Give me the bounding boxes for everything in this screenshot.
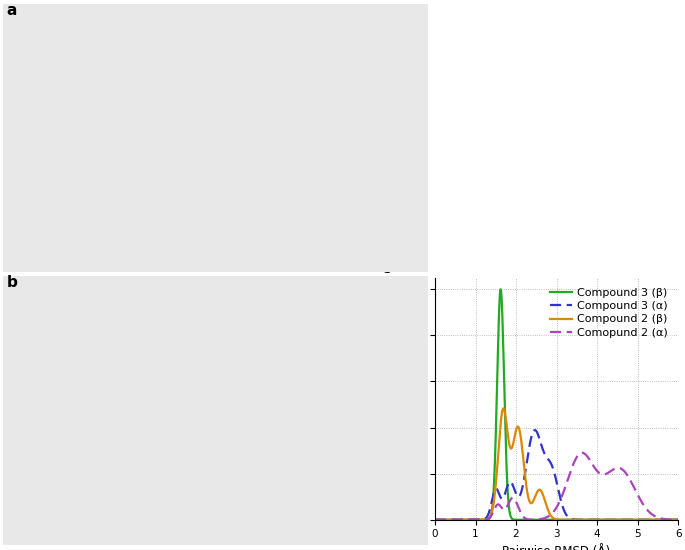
X-axis label: Pairwise RMSD (Å): Pairwise RMSD (Å) — [503, 545, 610, 550]
Legend: Compound 3 (β), Compound 3 (α), Compound 2 (β), Comopund 2 (α): Compound 3 (β), Compound 3 (α), Compound… — [545, 283, 673, 342]
Text: b: b — [7, 275, 18, 290]
Y-axis label: Distribution: Distribution — [390, 364, 403, 433]
Text: c: c — [382, 261, 390, 276]
Text: a: a — [7, 3, 17, 18]
